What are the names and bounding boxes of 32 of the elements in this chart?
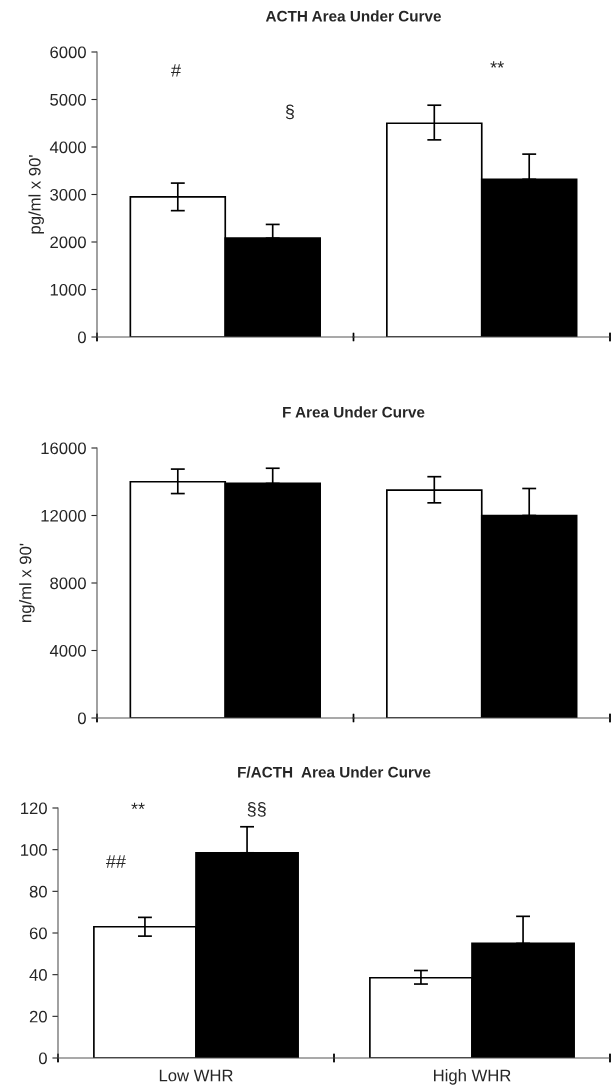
y-tick-label: 4000 — [49, 141, 86, 154]
y-tick-label: 80 — [29, 885, 47, 898]
y-tick-label: 5000 — [50, 93, 86, 106]
annotation: ** — [490, 61, 504, 68]
y-tick-label: 12000 — [41, 509, 86, 522]
y-tick-label: 8000 — [50, 577, 86, 590]
chart-title: F/ACTH Area Under Curve — [238, 766, 431, 778]
y-tick-label: 0 — [77, 712, 86, 725]
y-axis-title: pg/ml x 90' — [28, 155, 44, 234]
y-tick-label: 1000 — [50, 283, 86, 296]
y-tick-label: 100 — [21, 844, 47, 856]
y-tick-label: 40 — [29, 969, 47, 981]
annotation: ** — [131, 802, 145, 810]
y-tick-label: 2000 — [50, 236, 86, 249]
y-tick-label: 0 — [77, 331, 86, 344]
y-tick-label: 6000 — [50, 46, 86, 59]
annotation: ## — [106, 855, 126, 868]
y-axis-title: ng/ml x 90' — [19, 543, 35, 622]
chart-title: ACTH Area Under Curve — [265, 10, 441, 22]
chart-title: F Area Under Curve — [283, 406, 425, 418]
annotation: # — [171, 64, 181, 77]
x-tick-label: Low WHR — [159, 1069, 233, 1082]
y-tick-label: 120 — [21, 802, 47, 815]
y-tick-label: 20 — [29, 1010, 47, 1023]
annotation: §§ — [247, 802, 266, 817]
y-tick-label: 4000 — [49, 644, 86, 657]
annotation: § — [285, 104, 294, 120]
x-tick-label: High WHR — [434, 1069, 511, 1085]
y-tick-label: 3000 — [50, 188, 86, 201]
y-tick-label: 16000 — [41, 442, 86, 455]
y-tick-label: 60 — [29, 927, 47, 940]
y-tick-label: 0 — [38, 1052, 47, 1065]
